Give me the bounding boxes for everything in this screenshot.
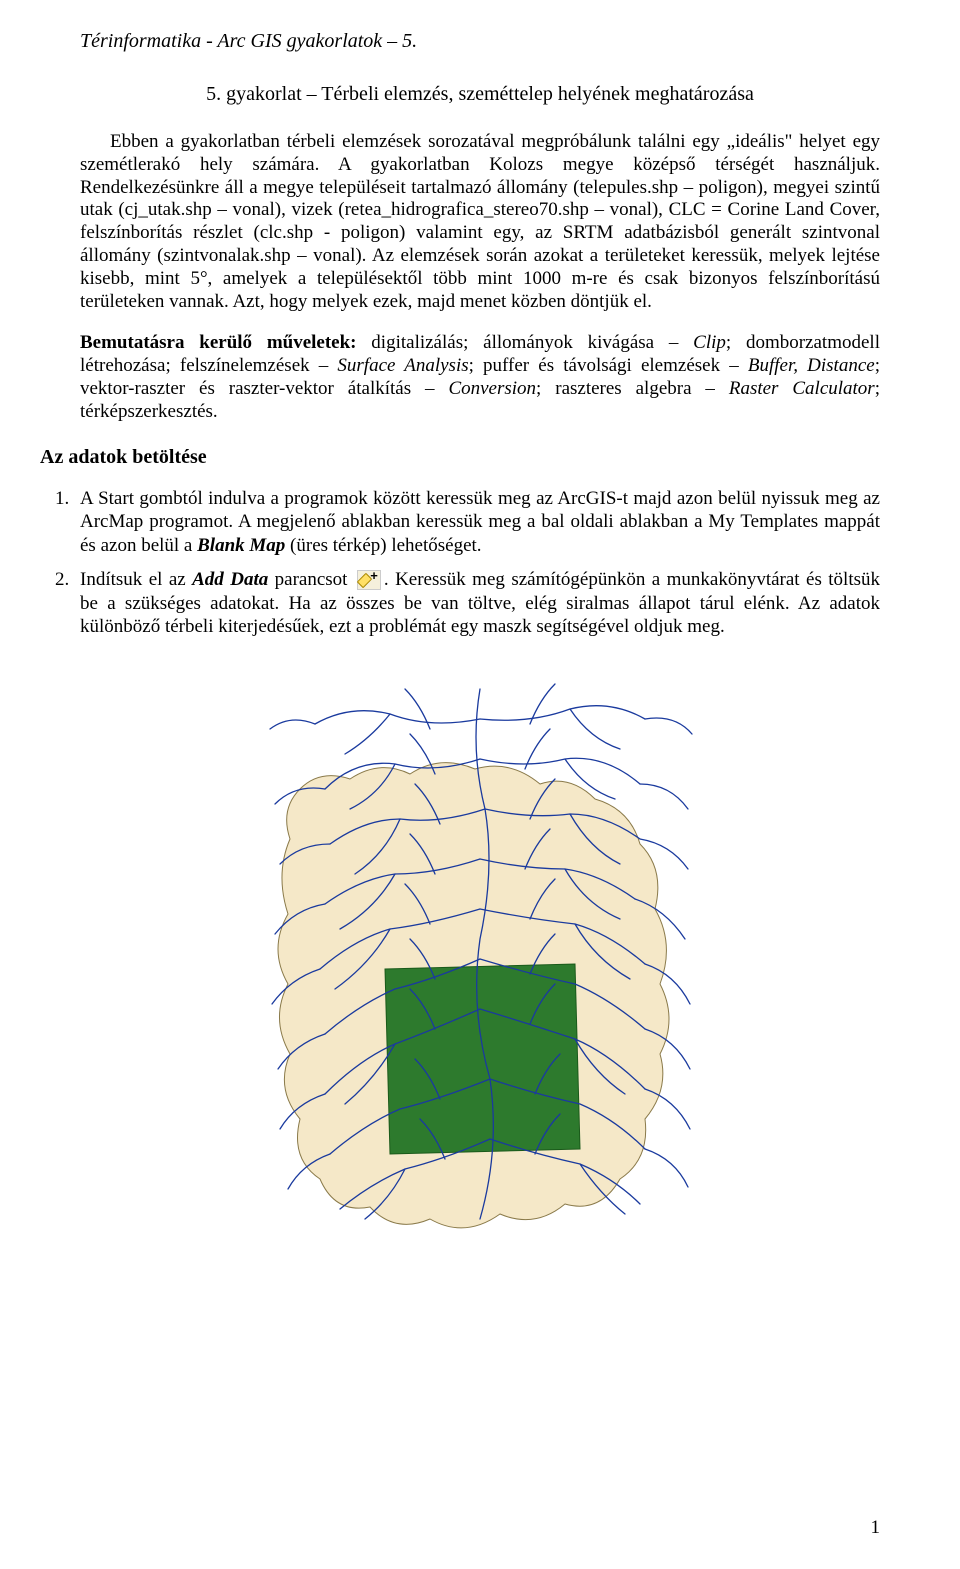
page-number: 1 xyxy=(871,1517,881,1539)
list-number-2: 2. xyxy=(55,568,69,592)
li2-text-a: Indítsuk el az xyxy=(80,569,192,590)
list-item-1: 1. A Start gombtól indulva a programok k… xyxy=(80,487,880,558)
ops-italic-buffer: Buffer, Distance xyxy=(748,355,875,376)
section-title-data-load: Az adatok betöltése xyxy=(40,446,880,469)
ops-italic-surface: Surface Analysis xyxy=(337,355,468,376)
li1-blank-map: Blank Map xyxy=(197,535,285,556)
list-number-1: 1. xyxy=(55,487,69,511)
add-data-icon xyxy=(357,570,381,590)
map-figure xyxy=(80,659,880,1254)
operations-lead: Bemutatásra kerülő műveletek: xyxy=(80,332,357,353)
ops-text-1: digitalizálás; állományok kivágása – xyxy=(357,332,694,353)
intro-paragraph: Ebben a gyakorlatban térbeli elemzések s… xyxy=(80,131,880,313)
ops-italic-raster: Raster Calculator xyxy=(729,378,875,399)
ops-text-3: ; puffer és távolsági elemzések – xyxy=(469,355,748,376)
li2-add-data: Add Data xyxy=(192,569,268,590)
document-header: Térinformatika - Arc GIS gyakorlatok – 5… xyxy=(80,30,880,53)
li1-text-b: (üres térkép) lehetőséget. xyxy=(285,535,481,556)
document-title: 5. gyakorlat – Térbeli elemzés, szemétte… xyxy=(80,83,880,106)
operations-paragraph: Bemutatásra kerülő műveletek: digitalizá… xyxy=(80,332,880,423)
ops-italic-clip: Clip xyxy=(693,332,726,353)
ops-text-5: ; raszteres algebra – xyxy=(536,378,729,399)
li2-text-b: parancsot xyxy=(268,569,354,590)
ops-italic-conversion: Conversion xyxy=(448,378,536,399)
list-item-2: 2. Indítsuk el az Add Data parancsot . K… xyxy=(80,568,880,639)
map-svg xyxy=(230,659,730,1249)
